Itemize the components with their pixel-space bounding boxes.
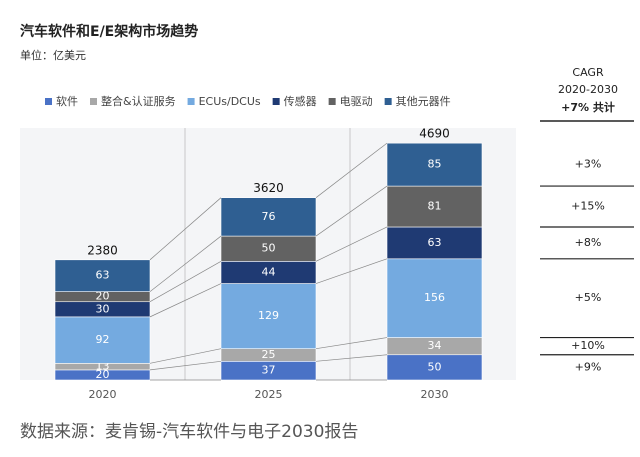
legend-swatch [328,98,336,105]
legend-swatch [384,98,392,105]
legend-label: ECUs/DCUs [199,95,261,108]
connector [315,142,388,198]
cagr-total: +7% 共计 [561,100,615,114]
subtitle: 单位：亿美元 [20,48,86,62]
segment-label: 92 [96,333,110,346]
bar-segment [220,197,317,237]
bar-segment [386,142,483,187]
bar-segment [54,316,151,364]
legend-label: 软件 [56,94,78,108]
legend-swatch [90,98,97,105]
total-label: 4690 [419,127,450,141]
connector [149,261,222,303]
cagr-label: +8% [575,236,602,249]
bar-segment [386,226,483,260]
segment-label: 76 [262,210,276,223]
connector [149,235,222,292]
connector [315,185,388,237]
legend-label: 其他元器件 [396,95,451,108]
bar-segment [386,258,483,338]
total-label: 2380 [87,243,118,257]
connector [149,348,222,364]
segment-label: 81 [428,200,442,213]
segment-label: 50 [262,242,276,255]
segment-label: 50 [428,360,442,373]
connector [149,197,222,261]
total-label: 3620 [253,181,284,195]
cagr-label: +3% [575,158,602,171]
segment-label: 20 [96,290,110,303]
connector [315,258,388,284]
segment-label: 34 [428,339,442,352]
segment-label: 44 [262,265,276,278]
connector [315,337,388,350]
x-tick-label: 2025 [255,388,283,401]
connector [149,360,222,371]
legend-label: 整合&认证服务 [101,94,176,108]
segment-label: 129 [258,309,279,322]
segment-label: 63 [96,269,110,282]
bar-segment [386,354,483,381]
legend-swatch [187,98,195,105]
cagr-label: +9% [575,360,602,373]
segment-label: 85 [428,158,442,171]
connector [315,226,388,262]
legend-swatch [45,98,52,105]
segment-label: 25 [262,348,276,361]
cagr-header: CAGR [572,66,604,79]
cagr-label: +10% [571,339,605,352]
source: 数据来源：麦肯锡-汽车软件与电子2030报告 [20,422,358,442]
legend-swatch [272,98,280,105]
x-tick-label: 2020 [89,388,117,401]
bar-segment [54,259,151,292]
segment-label: 30 [96,302,110,315]
bar-segment [220,283,317,349]
segment-label: 156 [424,291,445,304]
cagr-label: +5% [575,291,602,304]
bar-segment [386,185,483,228]
segment-label: 37 [262,364,276,377]
cagr-label: +15% [571,200,605,213]
connector [149,283,222,318]
chart-title: 汽车软件和E/E架构市场趋势 [20,23,198,40]
legend-label: 传感器 [284,95,317,108]
x-tick-label: 2030 [421,388,449,401]
segment-label: 63 [428,236,442,249]
connector [315,354,388,362]
segment-label: 20 [96,368,110,381]
cagr-header: 2020-2030 [558,83,618,96]
legend-label: 电驱动 [340,95,373,108]
